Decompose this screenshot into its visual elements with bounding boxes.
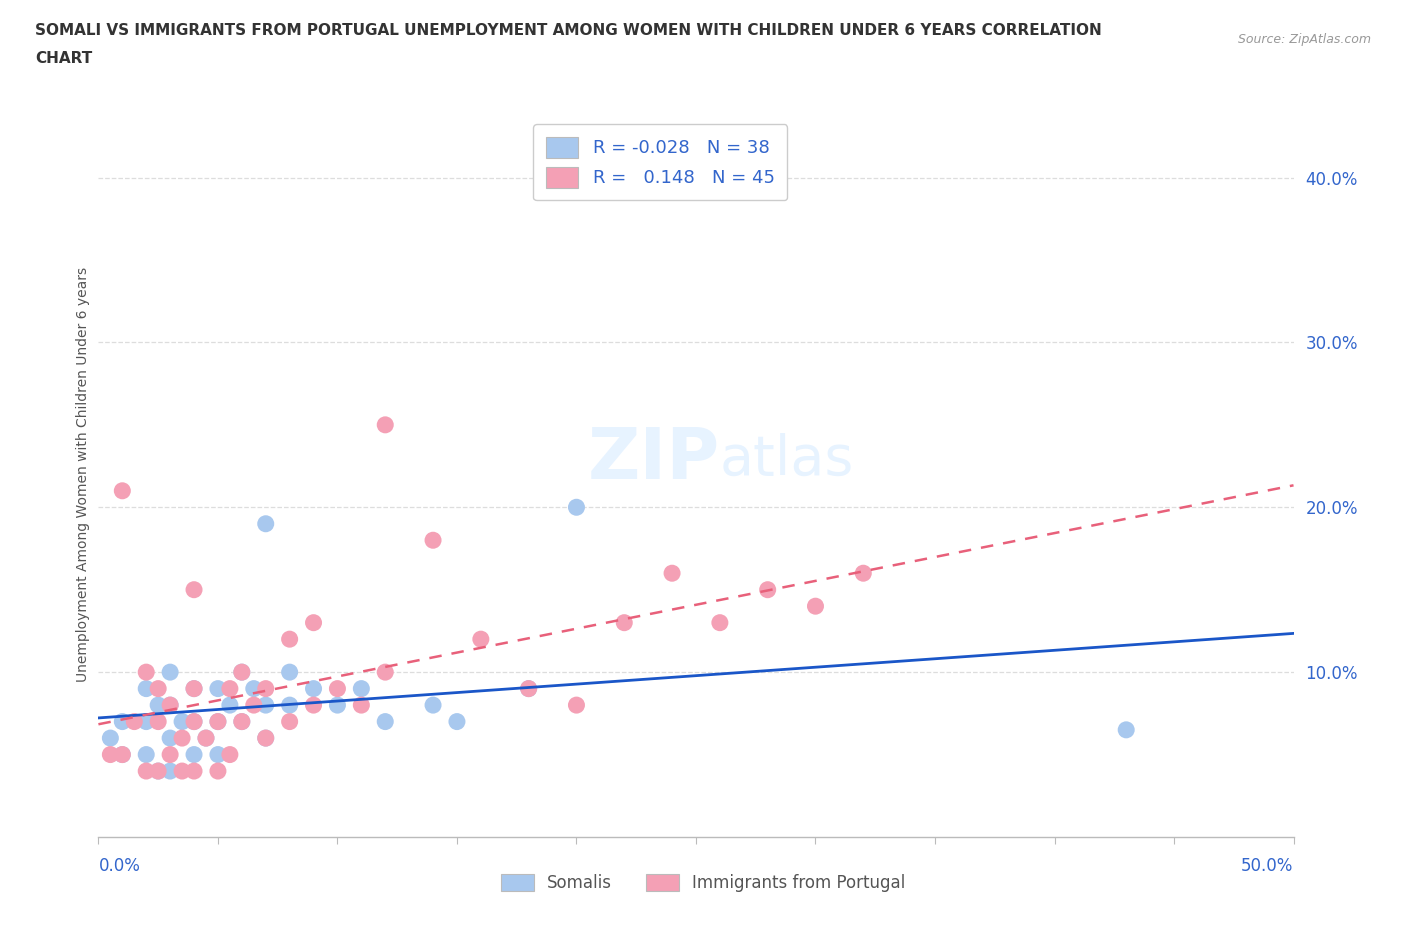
- Point: [350, 681, 373, 696]
- Point: [207, 714, 229, 729]
- Point: [148, 698, 170, 712]
- Point: [183, 582, 205, 597]
- Point: [98, 747, 122, 762]
- Point: [159, 747, 181, 762]
- Point: [254, 731, 277, 746]
- Point: [111, 747, 134, 762]
- Point: [756, 582, 779, 597]
- Point: [111, 714, 134, 729]
- Point: [374, 418, 396, 432]
- Point: [159, 698, 181, 712]
- Point: [326, 698, 349, 712]
- Point: [565, 698, 588, 712]
- Point: [183, 764, 205, 778]
- Point: [148, 764, 170, 778]
- Text: 0.0%: 0.0%: [98, 857, 141, 875]
- Point: [172, 731, 194, 746]
- Point: [709, 616, 731, 631]
- Point: [159, 698, 181, 712]
- Point: [350, 698, 373, 712]
- Point: [1115, 723, 1137, 737]
- Legend: R = -0.028   N = 38, R =   0.148   N = 45: R = -0.028 N = 38, R = 0.148 N = 45: [533, 125, 787, 200]
- Point: [207, 681, 229, 696]
- Point: [565, 499, 588, 514]
- Point: [278, 714, 301, 729]
- Point: [231, 665, 253, 680]
- Point: [231, 714, 253, 729]
- Point: [135, 764, 157, 778]
- Point: [172, 714, 194, 729]
- Point: [231, 665, 253, 680]
- Y-axis label: Unemployment Among Women with Children Under 6 years: Unemployment Among Women with Children U…: [76, 267, 90, 682]
- Text: 50.0%: 50.0%: [1241, 857, 1294, 875]
- Point: [254, 516, 277, 531]
- Point: [195, 731, 218, 746]
- Point: [195, 731, 218, 746]
- Point: [159, 764, 181, 778]
- Legend: Somalis, Immigrants from Portugal: Somalis, Immigrants from Portugal: [494, 867, 912, 898]
- Point: [135, 665, 157, 680]
- Point: [254, 731, 277, 746]
- Point: [183, 714, 205, 729]
- Point: [183, 714, 205, 729]
- Point: [159, 731, 181, 746]
- Point: [254, 698, 277, 712]
- Point: [183, 747, 205, 762]
- Point: [148, 681, 170, 696]
- Point: [446, 714, 468, 729]
- Point: [111, 484, 134, 498]
- Point: [254, 681, 277, 696]
- Point: [374, 665, 396, 680]
- Text: atlas: atlas: [720, 432, 855, 486]
- Point: [183, 681, 205, 696]
- Point: [124, 714, 146, 729]
- Point: [159, 665, 181, 680]
- Point: [135, 747, 157, 762]
- Point: [422, 698, 444, 712]
- Point: [148, 714, 170, 729]
- Point: [219, 698, 242, 712]
- Point: [302, 616, 325, 631]
- Text: CHART: CHART: [35, 51, 93, 66]
- Point: [219, 747, 242, 762]
- Text: SOMALI VS IMMIGRANTS FROM PORTUGAL UNEMPLOYMENT AMONG WOMEN WITH CHILDREN UNDER : SOMALI VS IMMIGRANTS FROM PORTUGAL UNEMP…: [35, 23, 1102, 38]
- Point: [278, 665, 301, 680]
- Point: [517, 681, 540, 696]
- Point: [613, 616, 636, 631]
- Point: [517, 681, 540, 696]
- Point: [278, 631, 301, 646]
- Point: [661, 565, 683, 580]
- Point: [302, 681, 325, 696]
- Point: [278, 698, 301, 712]
- Point: [135, 681, 157, 696]
- Point: [207, 747, 229, 762]
- Point: [111, 747, 134, 762]
- Point: [207, 714, 229, 729]
- Point: [243, 681, 266, 696]
- Point: [98, 731, 122, 746]
- Text: Source: ZipAtlas.com: Source: ZipAtlas.com: [1237, 33, 1371, 46]
- Point: [243, 698, 266, 712]
- Point: [852, 565, 875, 580]
- Point: [326, 681, 349, 696]
- Point: [422, 533, 444, 548]
- Text: ZIP: ZIP: [588, 425, 720, 494]
- Point: [172, 764, 194, 778]
- Point: [207, 764, 229, 778]
- Point: [804, 599, 827, 614]
- Point: [183, 681, 205, 696]
- Point: [135, 714, 157, 729]
- Point: [302, 698, 325, 712]
- Point: [470, 631, 492, 646]
- Point: [231, 714, 253, 729]
- Point: [374, 714, 396, 729]
- Point: [219, 681, 242, 696]
- Point: [148, 764, 170, 778]
